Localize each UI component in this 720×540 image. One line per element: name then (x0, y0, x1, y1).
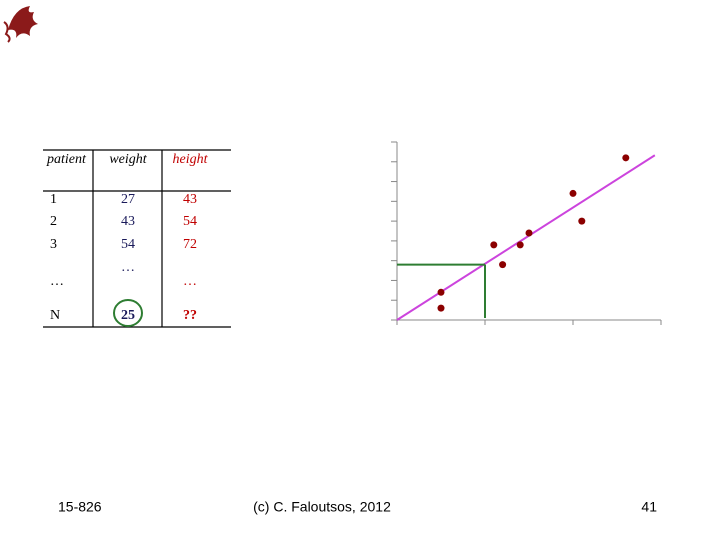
table-cell: ?? (183, 308, 197, 323)
table-cell: 54 (183, 214, 197, 229)
table-cell: 27 (121, 192, 135, 207)
table-cell: 25 (121, 308, 135, 323)
table-cell: 3 (50, 237, 57, 252)
table-cell: 1 (50, 192, 57, 207)
data-point (578, 217, 586, 225)
table-cell: … (121, 260, 135, 275)
data-point (569, 189, 577, 197)
data-point (437, 304, 445, 312)
data-point (499, 261, 507, 269)
table-cell: … (183, 274, 197, 289)
table-cell: … (50, 274, 64, 289)
page-number: 41 (641, 499, 657, 515)
data-point (437, 288, 445, 296)
table-cell: 43 (121, 214, 135, 229)
column-header: weight (109, 152, 147, 167)
column-header: patient (46, 152, 87, 167)
data-point (516, 241, 524, 249)
course-code: 15-826 (58, 499, 102, 515)
fit-line (396, 154, 656, 321)
data-point (622, 154, 630, 162)
data-point (490, 241, 498, 249)
table-cell: 2 (50, 214, 57, 229)
highlight-circle (113, 299, 143, 327)
table-cell: 72 (183, 237, 197, 252)
logo (3, 6, 38, 43)
data-point (525, 229, 533, 237)
copyright: (c) C. Faloutsos, 2012 (253, 499, 391, 515)
table-lines (43, 149, 231, 328)
table-cell: N (50, 308, 60, 323)
table-cell: 43 (183, 192, 197, 207)
table-cell: 54 (121, 237, 135, 252)
column-header: height (173, 152, 209, 167)
